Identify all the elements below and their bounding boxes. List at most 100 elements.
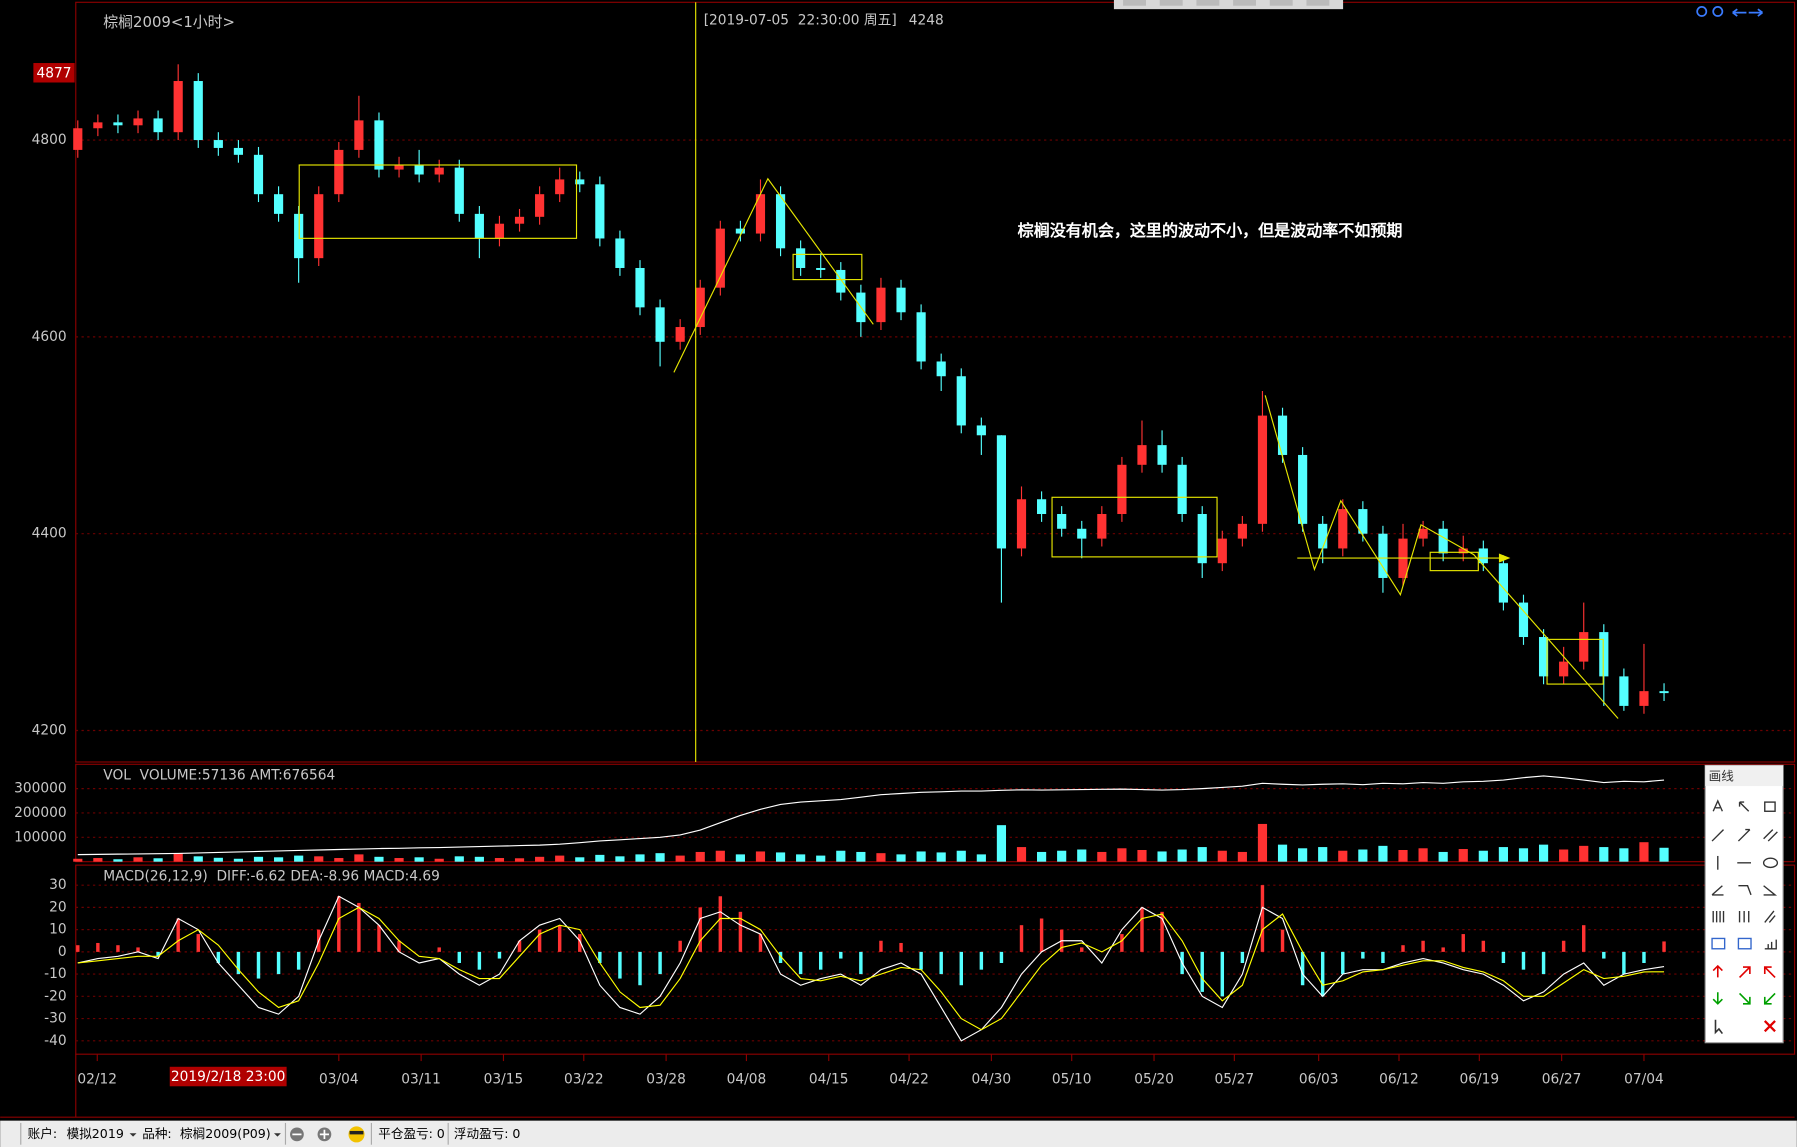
y-tick-label: -40 bbox=[44, 1033, 66, 1049]
x-tick-label: 03/22 bbox=[564, 1071, 604, 1087]
candle-body bbox=[193, 81, 203, 141]
volume-title: VOL VOLUME:57136 AMT:676564 bbox=[103, 768, 335, 784]
candle-body bbox=[876, 287, 886, 323]
candle-body bbox=[1478, 548, 1488, 564]
candle-body bbox=[715, 228, 725, 288]
candle-body bbox=[1157, 445, 1167, 465]
tool-ray[interactable] bbox=[1737, 828, 1751, 842]
account[interactable]: 模拟2019 bbox=[67, 1126, 124, 1141]
candle-body bbox=[996, 435, 1007, 549]
volume-bar bbox=[1639, 842, 1649, 862]
toolbar-button[interactable] bbox=[1306, 0, 1330, 6]
volume-bar bbox=[354, 854, 364, 862]
tool-select[interactable] bbox=[1714, 1019, 1724, 1035]
drawn-trend bbox=[1264, 395, 1619, 719]
macd-title: MACD(26,12,9) DIFF:-6.62 DEA:-8.96 MACD:… bbox=[103, 869, 440, 885]
candle-body bbox=[836, 269, 846, 293]
tool-fib-time[interactable] bbox=[1738, 910, 1750, 923]
volume-bar bbox=[1438, 851, 1448, 862]
candle-body bbox=[575, 179, 585, 185]
toolbar-button[interactable] bbox=[1123, 0, 1147, 6]
drawn-box bbox=[1051, 496, 1218, 558]
symbol-label: 品种: bbox=[142, 1126, 171, 1141]
candle-body bbox=[1037, 499, 1047, 515]
candle-body bbox=[394, 164, 404, 170]
tool-upright-arrow[interactable] bbox=[1738, 966, 1751, 978]
tool-cycle[interactable] bbox=[1712, 910, 1725, 923]
volume-bar bbox=[1498, 847, 1508, 862]
symbol[interactable]: 棕榈2009(P09) bbox=[180, 1126, 271, 1141]
dropdown[interactable] bbox=[129, 1133, 137, 1137]
tool-text[interactable] bbox=[1712, 799, 1723, 812]
volume-bar bbox=[514, 858, 525, 862]
tool-parallel[interactable] bbox=[1763, 829, 1778, 842]
x-tick-label: 03/04 bbox=[319, 1071, 359, 1087]
volume-bar bbox=[1057, 850, 1067, 862]
x-tick-label: 02/12 bbox=[77, 1071, 117, 1087]
candle-body bbox=[494, 223, 505, 239]
closed-pnl: 0 bbox=[437, 1126, 445, 1141]
toolbar-button[interactable] bbox=[1233, 0, 1257, 6]
y-tick-label: -20 bbox=[44, 988, 66, 1004]
candle-body bbox=[1277, 415, 1288, 455]
x-tick-label: 03/28 bbox=[646, 1071, 686, 1087]
tool-downleft-arrow[interactable] bbox=[1763, 992, 1776, 1005]
x-tick-label: 05/20 bbox=[1134, 1071, 1174, 1087]
volume-bar bbox=[454, 856, 464, 862]
volume-bar bbox=[434, 858, 444, 862]
tool-fib[interactable] bbox=[1711, 937, 1726, 950]
tool-down-arrow[interactable] bbox=[1712, 992, 1723, 1005]
tool-gann[interactable] bbox=[1764, 910, 1776, 923]
tool-angle[interactable] bbox=[1711, 885, 1724, 896]
volume-bar bbox=[1277, 844, 1288, 862]
x-tick-label: 04/08 bbox=[727, 1071, 767, 1087]
candle-body bbox=[1117, 464, 1127, 515]
tool-channel[interactable] bbox=[1738, 885, 1752, 896]
candle-body bbox=[253, 154, 264, 195]
volume-bar bbox=[635, 854, 645, 862]
y-tick-label: 0 bbox=[58, 944, 67, 960]
dropdown[interactable] bbox=[274, 1133, 281, 1137]
tool-pointer[interactable] bbox=[1738, 801, 1750, 812]
toolbar-button[interactable] bbox=[1269, 0, 1293, 6]
volume-bar bbox=[153, 858, 163, 862]
scroll-right[interactable] bbox=[1748, 8, 1763, 17]
toolbar-button[interactable] bbox=[1196, 0, 1220, 6]
scroll-left[interactable] bbox=[1732, 8, 1747, 17]
tool-ellipse[interactable] bbox=[1762, 857, 1779, 869]
volume-bar bbox=[93, 858, 103, 862]
tool-line[interactable] bbox=[1711, 829, 1725, 842]
tool-downright-arrow[interactable] bbox=[1738, 992, 1751, 1005]
candle-body bbox=[1559, 661, 1569, 677]
volume-bar bbox=[715, 850, 725, 862]
tool-fib-ext[interactable] bbox=[1737, 937, 1752, 950]
y-tick-label: 4800 bbox=[32, 132, 67, 148]
tool-ruler[interactable] bbox=[1764, 939, 1777, 950]
volume-bar bbox=[1338, 850, 1348, 862]
zoom-out[interactable] bbox=[1712, 6, 1724, 17]
macd-layer: 30 20 10 0 -10 -20 -30 -40 02/12 03/04 03/11 03/15 0… bbox=[44, 877, 1795, 1087]
volume-bar bbox=[1237, 851, 1247, 862]
tool-rect[interactable] bbox=[1764, 801, 1776, 812]
volume-bar bbox=[173, 853, 183, 862]
volume-bar bbox=[1559, 849, 1569, 862]
volume-bar bbox=[755, 851, 766, 862]
toolbar-button[interactable] bbox=[1159, 0, 1183, 6]
zoom-in[interactable] bbox=[1696, 6, 1708, 17]
tool-upleft-arrow[interactable] bbox=[1763, 966, 1776, 978]
volume-bar bbox=[775, 852, 786, 862]
y-tick-label: 4400 bbox=[32, 526, 67, 542]
candle-body bbox=[916, 312, 926, 362]
tool-triangle[interactable] bbox=[1763, 885, 1778, 896]
candle-body bbox=[354, 120, 364, 150]
x-tick-label: 06/27 bbox=[1542, 1071, 1582, 1087]
candle-body bbox=[1599, 632, 1609, 677]
tool-up-arrow[interactable] bbox=[1712, 964, 1723, 978]
high-marker: 4877 bbox=[37, 65, 72, 81]
volume-bar bbox=[856, 851, 866, 862]
tool-delete[interactable] bbox=[1763, 1020, 1776, 1033]
volume-bar bbox=[735, 854, 745, 862]
candle-body bbox=[555, 179, 565, 195]
